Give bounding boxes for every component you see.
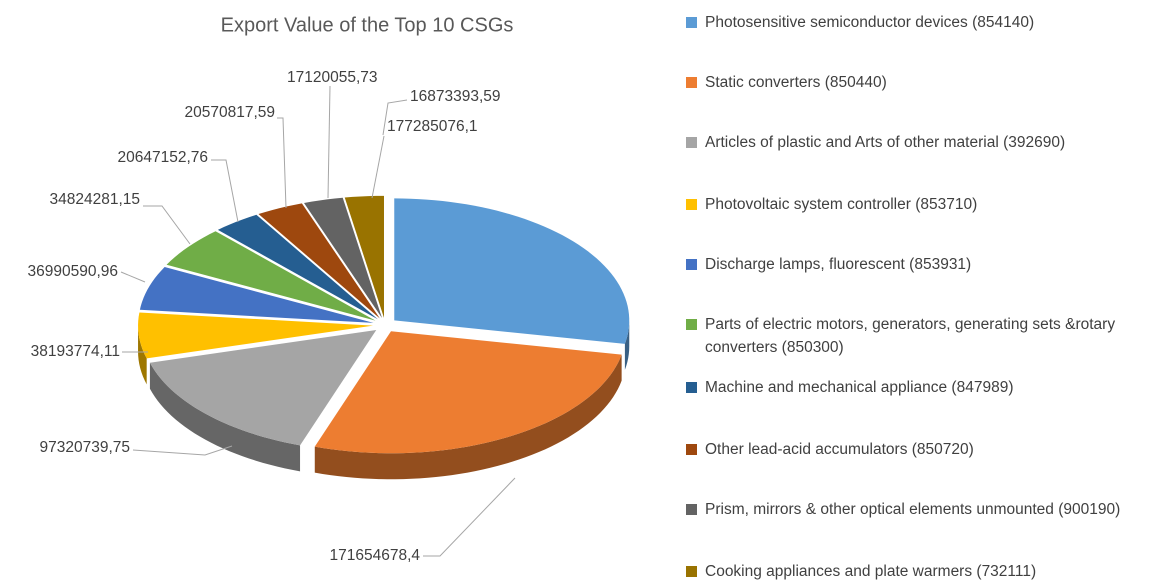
legend-swatch: [686, 17, 697, 28]
legend-label: Parts of electric motors, generators, ge…: [705, 316, 1116, 356]
data-label: 177285076,1: [387, 118, 478, 135]
legend-swatch: [686, 137, 697, 148]
slice: [217, 214, 378, 320]
legend-item: Discharge lamps, fluorescent (853931): [686, 253, 1160, 276]
legend-item: Parts of electric motors, generators, ge…: [686, 313, 1160, 359]
slice: [149, 329, 377, 446]
slice-side: [314, 354, 622, 480]
legend-label: Cooking appliances and plate warmers (73…: [705, 563, 1037, 580]
slice-side: [624, 320, 630, 370]
chart: Export Value of the Top 10 CSGs 17728507…: [27, 14, 630, 564]
data-label: 34824281,15: [49, 191, 140, 208]
data-label: 20647152,76: [117, 149, 208, 166]
legend-swatch: [686, 444, 697, 455]
legend-label: Prism, mirrors & other optical elements …: [705, 501, 1121, 518]
leader-line: [382, 99, 408, 136]
side-walls: [138, 320, 630, 480]
data-label: 20570817,59: [184, 104, 275, 121]
leader-line: [211, 159, 239, 223]
slice: [166, 231, 376, 321]
legend-label: Articles of plastic and Arts of other ma…: [705, 134, 1066, 151]
data-label: 97320739,75: [39, 439, 130, 456]
leader-line: [423, 477, 516, 557]
legend-swatch: [686, 259, 697, 270]
legend-label: Machine and mechanical appliance (847989…: [705, 379, 1014, 396]
legend-label: Photovoltaic system controller (853710): [705, 196, 978, 213]
legend-swatch: [686, 566, 697, 577]
slice: [394, 198, 630, 344]
legend-item: Cooking appliances and plate warmers (73…: [686, 560, 1160, 583]
chart-title: Export Value of the Top 10 CSGs: [221, 14, 514, 36]
slice: [344, 195, 384, 318]
legend-label: Discharge lamps, fluorescent (853931): [705, 256, 972, 273]
slice-tops: [138, 195, 630, 454]
legend-item: Prism, mirrors & other optical elements …: [686, 498, 1160, 521]
leader-line: [371, 135, 385, 199]
legend-swatch: [686, 319, 697, 330]
slice-side: [149, 362, 301, 472]
legend-item: Articles of plastic and Arts of other ma…: [686, 131, 1160, 154]
leader-line: [277, 117, 287, 209]
leader-line: [143, 205, 191, 245]
legend-item: Other lead-acid accumulators (850720): [686, 438, 1160, 461]
legend-item: Photosensitive semiconductor devices (85…: [686, 11, 1160, 34]
legend-swatch: [686, 77, 697, 88]
slice: [138, 312, 374, 359]
slice: [139, 267, 374, 323]
legend-item: Static converters (850440): [686, 71, 1160, 94]
data-label: 36990590,96: [27, 263, 118, 280]
data-label: 171654678,4: [329, 547, 420, 564]
slice: [314, 331, 622, 454]
slice: [258, 203, 380, 319]
data-label: 16873393,59: [410, 88, 501, 105]
leader-line: [132, 445, 233, 456]
legend-label: Other lead-acid accumulators (850720): [705, 441, 974, 458]
leader-line: [120, 271, 146, 283]
slice: [304, 197, 382, 319]
legend-swatch: [686, 382, 697, 393]
legend-label: Static converters (850440): [705, 74, 887, 91]
legend-swatch: [686, 504, 697, 515]
legend-swatch: [686, 199, 697, 210]
legend-item: Machine and mechanical appliance (847989…: [686, 376, 1160, 399]
legend-label: Photosensitive semiconductor devices (85…: [705, 14, 1035, 31]
data-label: 17120055,73: [287, 69, 378, 86]
data-label: 38193774,11: [31, 343, 120, 360]
leader-line: [327, 85, 331, 199]
legend-item: Photovoltaic system controller (853710): [686, 193, 1160, 216]
slice-side: [138, 325, 147, 385]
